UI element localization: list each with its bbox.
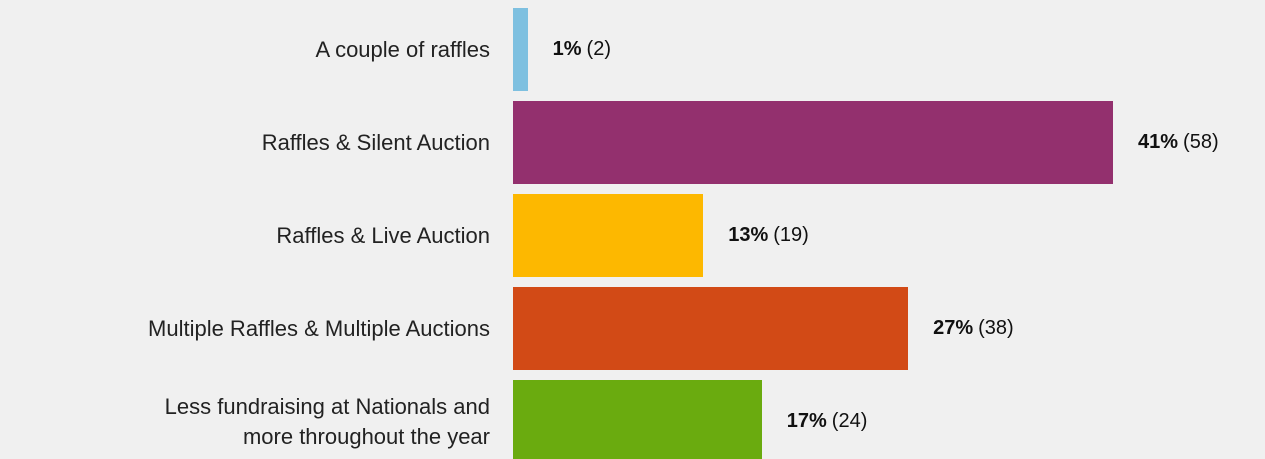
category-label: Multiple Raffles & Multiple Auctions	[148, 315, 490, 341]
category-label: Less fundraising at Nationals and more t…	[164, 393, 490, 449]
bar	[513, 287, 909, 370]
count-label: (19)	[773, 224, 809, 246]
bar	[513, 8, 528, 91]
bar	[513, 380, 762, 459]
value-label: 1% (2)	[553, 8, 611, 91]
value-label: 27% (38)	[933, 287, 1014, 370]
count-label: (58)	[1183, 131, 1219, 153]
bar	[513, 194, 704, 277]
percent-label: 13%	[728, 224, 769, 246]
percent-label: 27%	[933, 317, 974, 339]
percent-label: 41%	[1138, 131, 1179, 153]
value-label: 13% (19)	[728, 194, 809, 277]
count-label: (38)	[978, 317, 1014, 339]
bar	[513, 101, 1113, 184]
percent-label: 1%	[552, 38, 582, 60]
category-label: Raffles & Silent Auction	[261, 129, 490, 155]
category-label: Raffles & Live Auction	[276, 222, 490, 248]
percent-label: 17%	[786, 410, 827, 432]
count-label: (24)	[831, 410, 868, 432]
value-label: 41% (58)	[1138, 101, 1219, 184]
category-label: A couple of raffles	[315, 36, 491, 62]
value-label: 17% (24)	[787, 380, 868, 459]
count-label: (2)	[586, 38, 611, 60]
